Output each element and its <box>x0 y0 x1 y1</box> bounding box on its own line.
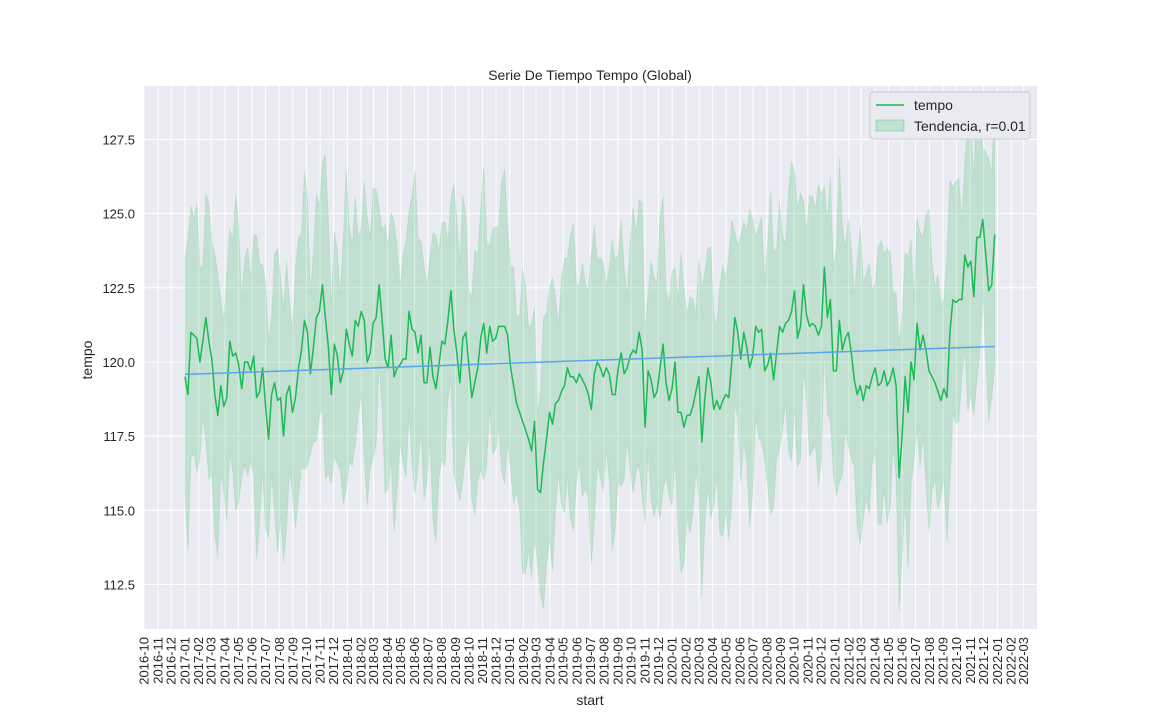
x-tick-label: 2016-12 <box>164 637 179 685</box>
x-tick-label: 2019-07 <box>583 637 598 685</box>
x-tick-label: 2019-11 <box>638 637 653 684</box>
x-tick-label: 2021-04 <box>868 637 883 685</box>
x-tick-label: 2021-01 <box>827 637 842 685</box>
y-tick-label: 122.5 <box>102 281 135 296</box>
legend-band-swatch <box>875 119 905 132</box>
y-tick-label: 125.0 <box>102 207 135 222</box>
x-tick-label: 2018-08 <box>434 637 449 685</box>
x-tick-label: 2021-09 <box>936 637 951 685</box>
x-tick-label: 2021-08 <box>922 637 937 685</box>
x-tick-label: 2022-02 <box>1004 637 1019 685</box>
y-tick-label: 127.5 <box>102 132 135 147</box>
x-tick-label: 2017-07 <box>258 637 273 685</box>
x-tick-label: 2016-11 <box>150 637 165 684</box>
x-tick-label: 2022-01 <box>990 637 1005 685</box>
x-tick-label: 2017-02 <box>191 637 206 685</box>
x-tick-label: 2016-10 <box>137 637 152 685</box>
x-tick-label: 2018-09 <box>448 637 463 685</box>
x-tick-label: 2019-10 <box>624 637 639 685</box>
x-tick-label: 2021-06 <box>895 637 910 685</box>
y-tick-labels: 112.5 115.0 117.5 120.0 122.5 125.0 127.5 <box>102 132 135 592</box>
x-tick-label: 2020-11 <box>800 637 815 684</box>
x-tick-labels: 2016-102016-112016-122017-012017-022017-… <box>137 637 1032 685</box>
x-tick-label: 2019-02 <box>516 637 531 685</box>
x-tick-label: 2018-11 <box>475 637 490 684</box>
x-tick-label: 2020-10 <box>787 637 802 685</box>
x-tick-label: 2022-03 <box>1016 637 1031 685</box>
x-tick-label: 2021-10 <box>949 637 964 685</box>
x-tick-label: 2020-05 <box>718 637 733 685</box>
y-tick-label: 115.0 <box>103 503 135 518</box>
x-axis-label: start <box>576 692 603 708</box>
x-tick-label: 2018-12 <box>488 637 503 685</box>
x-tick-label: 2019-09 <box>610 637 625 685</box>
legend-entry-band: Tendencia, r=0.01 <box>914 118 1026 134</box>
x-tick-label: 2019-08 <box>597 637 612 685</box>
x-tick-label: 2020-04 <box>705 637 720 685</box>
x-tick-label: 2018-05 <box>393 637 408 685</box>
x-tick-label: 2017-11 <box>313 637 328 684</box>
line-layer <box>184 218 996 494</box>
x-tick-label: 2019-05 <box>556 637 571 685</box>
y-tick-label: 117.5 <box>103 429 135 444</box>
x-tick-label: 2018-03 <box>366 637 381 685</box>
band-layer <box>184 92 996 611</box>
x-tick-label: 2021-05 <box>881 637 896 685</box>
x-tick-label: 2017-12 <box>326 637 341 685</box>
x-tick-label: 2020-06 <box>732 637 747 685</box>
x-tick-label: 2018-10 <box>461 637 476 685</box>
x-tick-label: 2019-01 <box>502 637 517 685</box>
x-tick-label: 2018-06 <box>407 637 422 685</box>
x-tick-label: 2019-06 <box>569 637 584 685</box>
x-tick-label: 2017-03 <box>204 637 219 685</box>
x-tick-label: 2020-09 <box>773 637 788 685</box>
x-tick-label: 2017-06 <box>245 637 260 685</box>
x-tick-label: 2021-12 <box>976 637 991 685</box>
x-tick-label: 2018-04 <box>380 637 395 685</box>
x-tick-label: 2021-02 <box>841 637 856 685</box>
y-axis-label: tempo <box>79 340 95 379</box>
x-tick-label: 2020-07 <box>746 637 761 685</box>
trend-line <box>184 345 995 376</box>
grid-x <box>143 86 1025 629</box>
x-tick-label: 2020-02 <box>678 637 693 685</box>
legend: tempo Tendencia, r=0.01 <box>869 91 1031 140</box>
legend-entry-tempo: tempo <box>914 97 953 113</box>
x-tick-label: 2019-03 <box>528 637 543 685</box>
x-tick-label: 2021-11 <box>963 637 978 684</box>
x-tick-label: 2017-01 <box>177 637 192 685</box>
x-tick-label: 2021-07 <box>908 637 923 685</box>
x-tick-label: 2019-12 <box>651 637 666 685</box>
x-tick-label: 2017-10 <box>299 637 314 685</box>
y-tick-label: 120.0 <box>102 355 135 370</box>
x-tick-label: 2020-03 <box>691 637 706 685</box>
x-tick-label: 2018-01 <box>340 637 355 685</box>
x-tick-label: 2020-08 <box>759 637 774 685</box>
x-tick-label: 2020-01 <box>665 637 680 685</box>
x-tick-label: 2017-09 <box>286 637 301 685</box>
x-tick-label: 2017-04 <box>217 637 232 685</box>
y-tick-label: 112.5 <box>103 577 135 592</box>
chart-title: Serie De Tiempo Tempo (Global) <box>488 67 692 83</box>
x-tick-label: 2020-12 <box>814 637 829 685</box>
x-tick-label: 2017-05 <box>231 637 246 685</box>
x-tick-label: 2019-04 <box>542 637 557 685</box>
x-tick-label: 2018-02 <box>354 637 369 685</box>
trend-band <box>184 92 996 611</box>
x-tick-label: 2017-08 <box>272 637 287 685</box>
x-tick-label: 2018-07 <box>420 637 435 685</box>
series-line-tempo <box>184 218 996 494</box>
x-tick-label: 2021-03 <box>854 637 869 685</box>
legend-box <box>869 91 1031 140</box>
